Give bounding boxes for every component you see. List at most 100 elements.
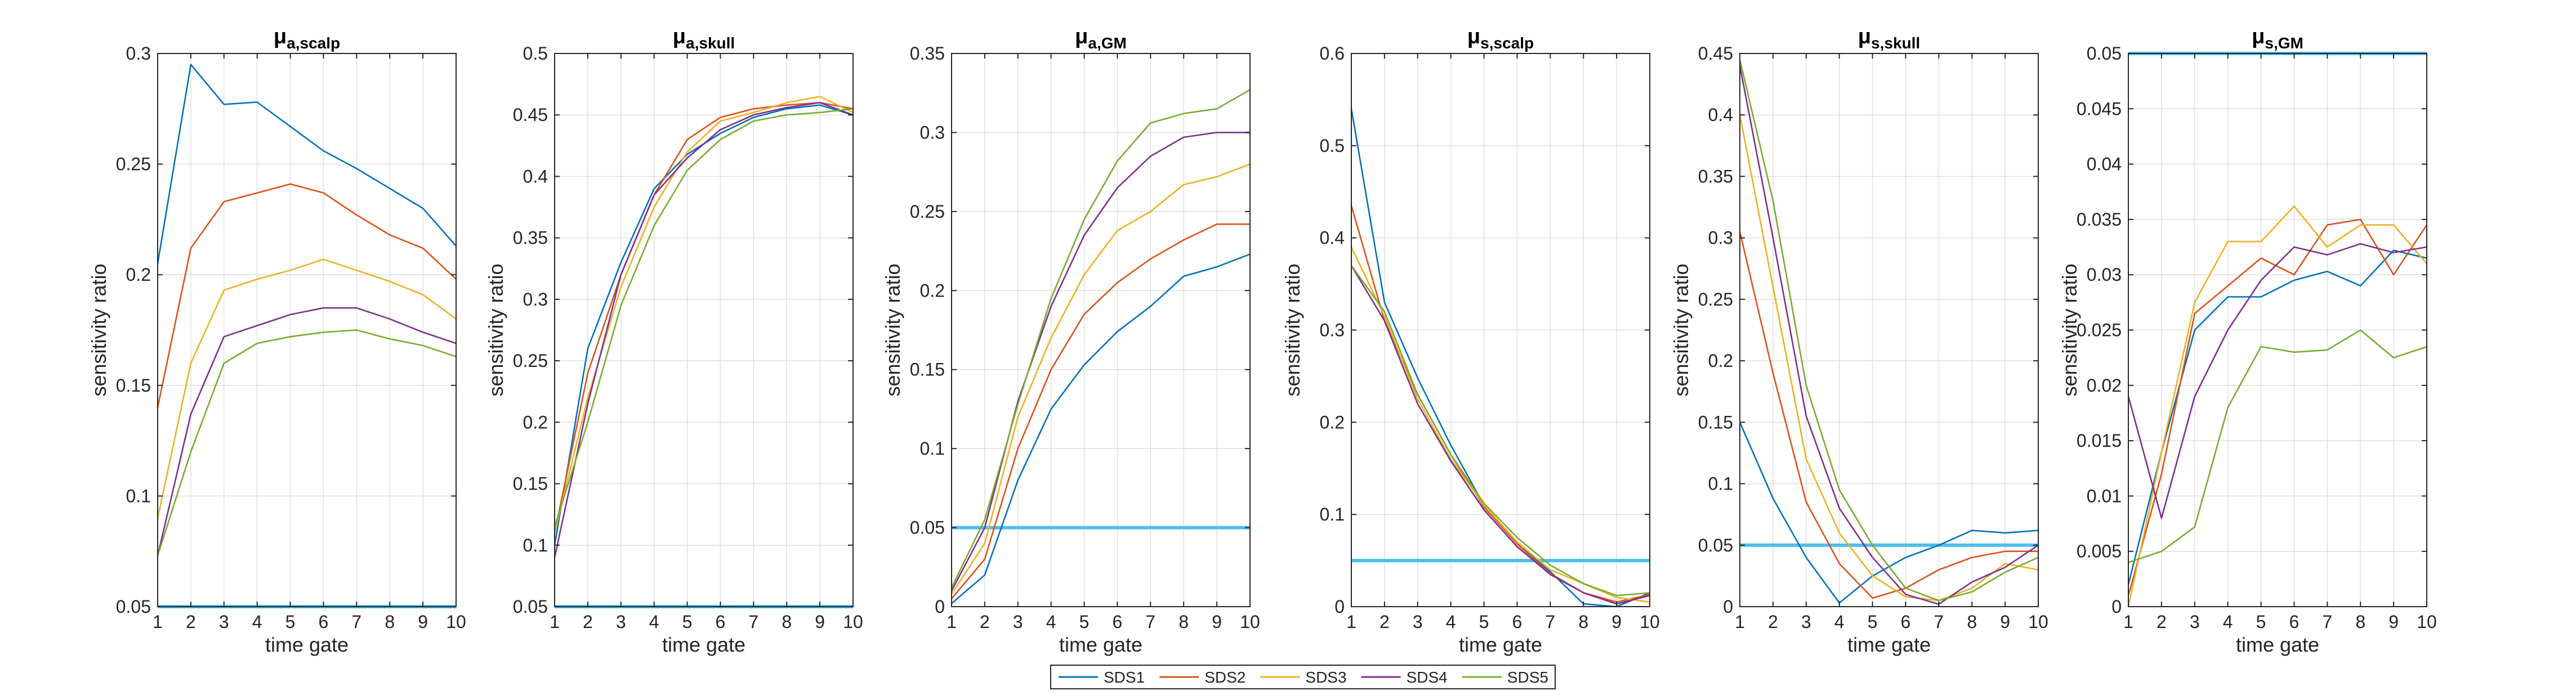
x-tick-label: 1 xyxy=(153,612,163,632)
x-tick-label: 4 xyxy=(1834,612,1845,632)
x-tick-label: 7 xyxy=(1934,612,1944,632)
y-tick-label: 0.045 xyxy=(2077,98,2122,119)
x-tick-label: 2 xyxy=(980,612,990,632)
series-line-sds5 xyxy=(1739,59,2039,602)
series-line-sds2 xyxy=(553,102,854,533)
x-tick-label: 8 xyxy=(1178,612,1189,632)
legend-label-sds5: SDS5 xyxy=(1507,669,1548,686)
y-tick-label: 0.02 xyxy=(2087,375,2122,396)
y-tick-label: 0.25 xyxy=(513,351,548,371)
title-subscript: a,GM xyxy=(1088,34,1126,52)
y-tick-label: 0.015 xyxy=(2077,431,2122,451)
axes-box xyxy=(951,53,1251,607)
y-tick-label: 0.01 xyxy=(2087,486,2122,506)
y-tick-label: 0.35 xyxy=(513,228,548,248)
x-tick-label: 2 xyxy=(583,612,593,632)
x-tick-label: 9 xyxy=(1212,612,1222,632)
x-tick-label: 8 xyxy=(2355,612,2365,632)
x-tick-label: 5 xyxy=(682,612,693,632)
x-tick-label: 1 xyxy=(1346,612,1356,632)
x-tick-label: 7 xyxy=(351,612,361,632)
title-subscript: s,scalp xyxy=(1480,34,1534,52)
y-tick-label: 0.1 xyxy=(920,438,945,459)
series-line-sds5 xyxy=(157,329,457,556)
series-line-sds2 xyxy=(1739,231,2038,599)
series-line-sds4 xyxy=(157,307,457,556)
y-tick-label: 0 xyxy=(2111,597,2122,617)
x-tick-label: 5 xyxy=(1479,612,1489,632)
y-tick-label: 0.3 xyxy=(1320,320,1345,340)
y-tick-label: 0.3 xyxy=(126,43,151,64)
x-tick-label: 10 xyxy=(446,612,466,632)
plot-area xyxy=(158,53,456,607)
title-symbol: μ xyxy=(2252,25,2265,48)
x-tick-label: 1 xyxy=(2123,612,2133,632)
subplot-title: μs,GM xyxy=(2252,25,2303,52)
plot-area xyxy=(555,53,853,607)
series-line-sds3 xyxy=(1739,114,2039,602)
y-tick-label: 0.15 xyxy=(1698,412,1733,432)
y-tick-label: 0.05 xyxy=(2087,43,2122,64)
x-tick-label: 5 xyxy=(2256,612,2266,632)
y-tick-label: 0.3 xyxy=(1708,228,1733,248)
x-tick-label: 4 xyxy=(649,612,659,632)
x-tick-label: 1 xyxy=(1735,612,1745,632)
title-subscript: a,scalp xyxy=(287,34,340,52)
series-line-sds3 xyxy=(950,163,1251,595)
x-tick-label: 9 xyxy=(418,612,428,632)
x-tick-label: 8 xyxy=(385,612,395,632)
title-symbol: μ xyxy=(274,25,287,48)
x-tick-label: 3 xyxy=(219,612,229,632)
x-axis-label: time gate xyxy=(265,633,349,656)
y-tick-label: 0.2 xyxy=(126,264,151,285)
y-tick-label: 0.4 xyxy=(1320,228,1345,248)
x-tick-label: 4 xyxy=(1446,612,1456,632)
subplot-1: 1 2 3 4 5 6 7 8 9 10 0.05 0.1 0.15 0.2 0.25 0.3 time gat… xyxy=(87,25,466,656)
title-symbol: μ xyxy=(1467,25,1480,48)
y-tick-label: 0 xyxy=(1723,597,1733,617)
y-tick-label: 0.2 xyxy=(920,280,945,301)
x-axis-label: time gate xyxy=(2236,633,2319,656)
subplot-5: 1 2 3 4 5 6 7 8 9 10 0 0.05 0.1 0.15 0.2 0.25 0.3 0.35 0.4… xyxy=(1669,25,2048,656)
x-tick-label: 10 xyxy=(843,612,863,632)
series-line-sds4 xyxy=(553,102,854,558)
x-tick-label: 1 xyxy=(550,612,560,632)
x-tick-label: 6 xyxy=(2289,612,2300,632)
x-tick-label: 7 xyxy=(1545,612,1555,632)
x-tick-label: 6 xyxy=(1113,612,1123,632)
y-tick-label: 0.45 xyxy=(1698,43,1733,64)
subplot-3: 1 2 3 4 5 6 7 8 9 10 0 0.05 0.1 0.15 0.2 0.25 0.3 0.35 tim… xyxy=(881,25,1260,656)
x-tick-label: 9 xyxy=(2389,612,2399,632)
series-line-sds3 xyxy=(1350,246,1650,603)
subplot-title: μs,scalp xyxy=(1467,25,1534,52)
x-axis-label: time gate xyxy=(1059,633,1142,656)
series-line-sds4 xyxy=(1739,65,2039,605)
y-tick-label: 0.05 xyxy=(116,597,151,617)
x-tick-label: 8 xyxy=(1967,612,1977,632)
series-line-sds4 xyxy=(2127,243,2427,519)
y-tick-label: 0.6 xyxy=(1320,43,1345,64)
x-tick-label: 5 xyxy=(1868,612,1878,632)
x-tick-label: 3 xyxy=(1013,612,1023,632)
y-tick-label: 0.5 xyxy=(523,43,548,64)
y-tick-label: 0.35 xyxy=(910,43,945,64)
x-tick-label: 2 xyxy=(186,612,196,632)
series-line-sds5 xyxy=(553,108,854,527)
y-axis-label: sensitivity ratio xyxy=(1669,263,1693,396)
series-line-sds2 xyxy=(157,183,457,408)
y-tick-label: 0.25 xyxy=(1698,289,1733,310)
series-line-sds2 xyxy=(2127,218,2428,596)
title-symbol: μ xyxy=(1075,25,1088,48)
x-tick-label: 4 xyxy=(252,612,262,632)
x-axis-label: time gate xyxy=(1459,633,1542,656)
subplot-title: μa,GM xyxy=(1075,25,1127,52)
y-tick-label: 0.45 xyxy=(513,105,548,125)
y-axis-label: sensitivity ratio xyxy=(2058,263,2081,396)
x-tick-label: 9 xyxy=(2000,612,2010,632)
x-axis-label: time gate xyxy=(662,633,745,656)
x-tick-label: 6 xyxy=(716,612,726,632)
x-tick-label: 5 xyxy=(1079,612,1090,632)
y-tick-label: 0.25 xyxy=(116,154,151,174)
y-tick-label: 0.2 xyxy=(1708,351,1733,371)
subplot-2: 1 2 3 4 5 6 7 8 9 10 0.05 0.1 0.15 0.2 0.25 0.3 0.35 0.4 0… xyxy=(484,25,863,656)
